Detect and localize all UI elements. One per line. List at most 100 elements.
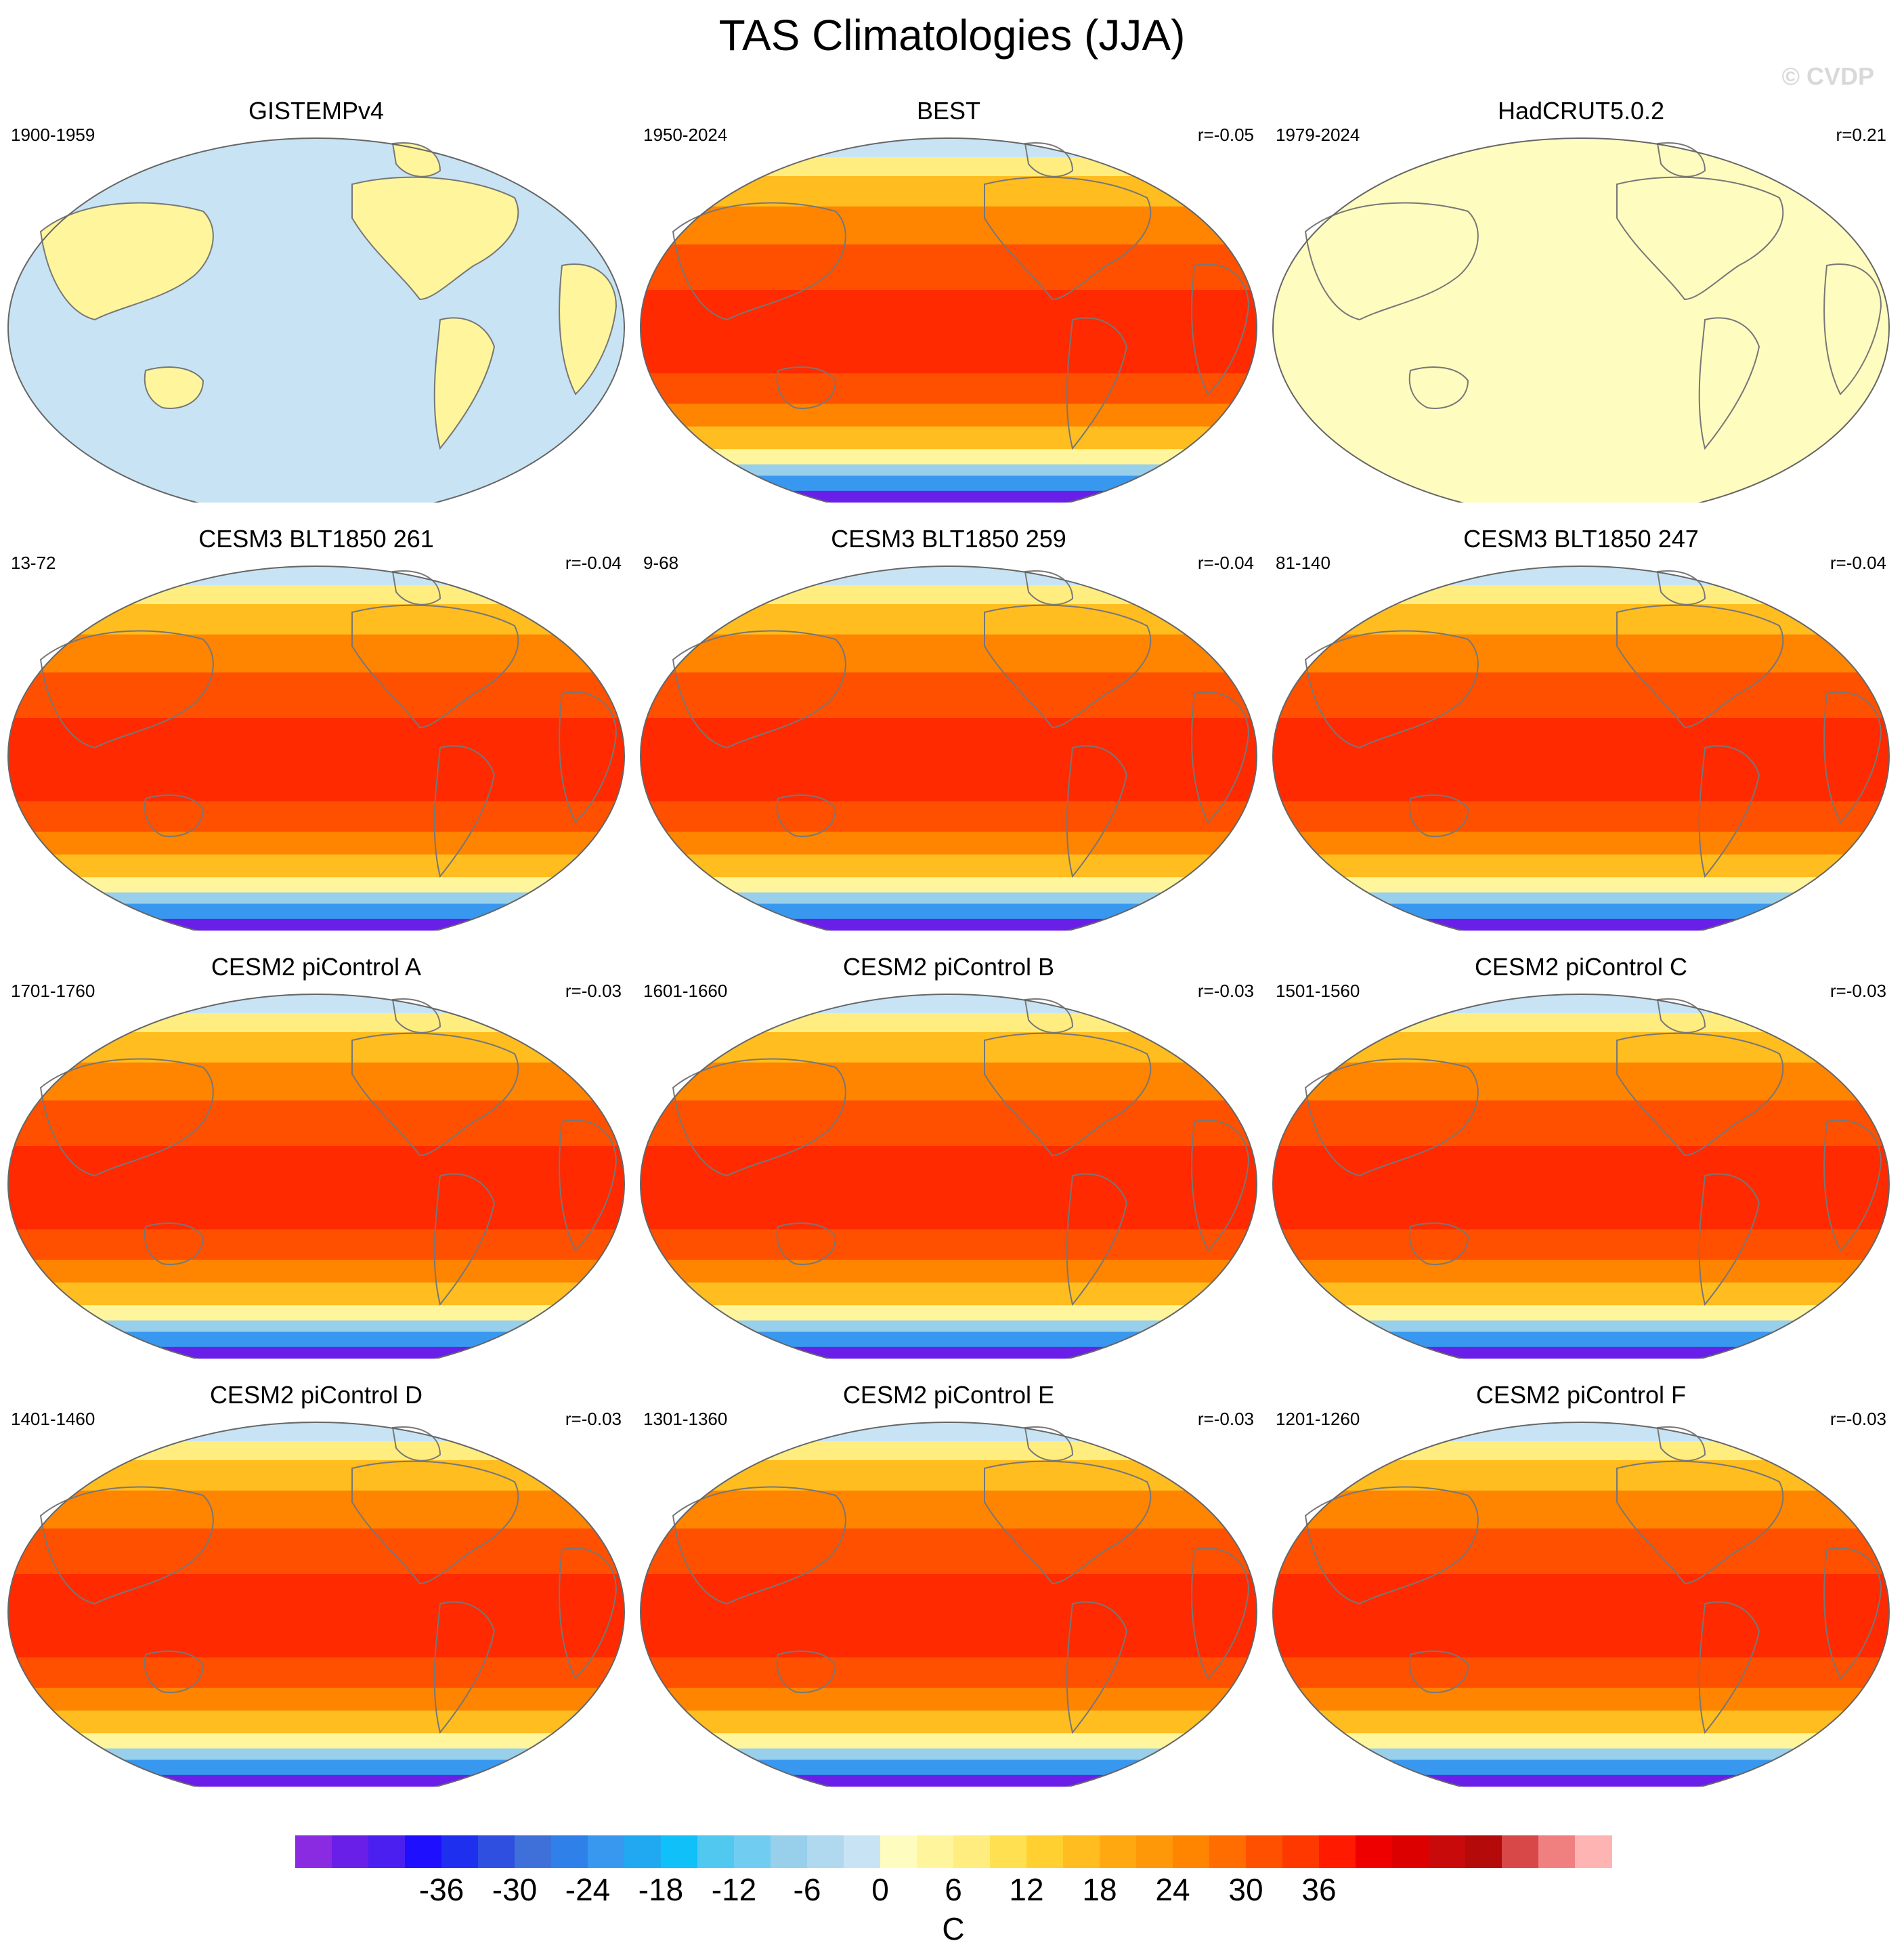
panel-period: 13-72 (11, 553, 56, 573)
temperature-band (1273, 1013, 1889, 1033)
colorbar-swatch (624, 1835, 662, 1868)
temperature-band (641, 1032, 1257, 1063)
panel-title: CESM3 BLT1850 259 (831, 525, 1066, 553)
panel-title: CESM2 piControl E (842, 1381, 1055, 1409)
coastline-shape (391, 570, 441, 605)
temperature-map (640, 994, 1257, 1359)
colorbar-tick-label: -12 (711, 1872, 757, 1907)
coastline-shape (672, 1058, 846, 1177)
map-panel: CESM3 BLT1850 261 13-72 r=-0.04 (0, 524, 632, 931)
panel-title: BEST (916, 97, 981, 125)
colorbar-swatch (734, 1835, 771, 1868)
panel-pattern-correlation: r=-0.03 (1197, 981, 1254, 1001)
coastline-shape (1698, 1173, 1760, 1306)
map-border (1272, 994, 1890, 1359)
temperature-band (641, 1441, 1257, 1461)
coastline-shape (1191, 263, 1250, 396)
temperature-band (8, 918, 624, 931)
temperature-band (8, 1229, 624, 1260)
colorbar-swatch (551, 1835, 588, 1868)
coastline-shape (984, 1460, 1152, 1585)
map-panel: CESM2 piControl F 1201-1260 r=-0.03 (1265, 1380, 1897, 1787)
temperature-band (1273, 1490, 1889, 1529)
temperature-band (1273, 1760, 1889, 1776)
temperature-map (640, 566, 1257, 931)
temperature-band (1273, 903, 1889, 920)
temperature-band (641, 1320, 1257, 1333)
coastline-shape (144, 366, 204, 409)
temperature-band (1273, 1733, 1889, 1749)
coastline-shape (1823, 1120, 1882, 1252)
coastline-shape (39, 1058, 214, 1177)
coastline-shape (1066, 1173, 1128, 1306)
temperature-band (1273, 1331, 1889, 1348)
temperature-band (8, 801, 624, 832)
temperature-band (8, 1260, 624, 1283)
panel-period: 1401-1460 (11, 1409, 95, 1429)
coastline-shape (1408, 1650, 1469, 1693)
coastline-shape (1698, 317, 1760, 450)
temperature-band (1273, 1441, 1889, 1461)
map-border (640, 137, 1257, 503)
temperature-band (8, 1305, 624, 1321)
map-border (640, 994, 1257, 1359)
map-panel: BEST 1950-2024 r=-0.05 (632, 96, 1265, 503)
panel-title: HadCRUT5.0.2 (1497, 97, 1665, 125)
coastline-shape (672, 202, 846, 321)
coastline-shape (1656, 998, 1706, 1034)
map-panel: CESM2 piControl C 1501-1560 r=-0.03 (1265, 952, 1897, 1359)
temperature-band (641, 1710, 1257, 1734)
colorbar-swatch (1209, 1835, 1247, 1868)
coastline-shape (1066, 317, 1128, 450)
temperature-band (8, 1657, 624, 1688)
temperature-band (641, 157, 1257, 177)
map-border (640, 566, 1257, 931)
temperature-band (641, 1490, 1257, 1529)
map-panel: CESM2 piControl D 1401-1460 r=-0.03 (0, 1380, 632, 1787)
temperature-band (641, 801, 1257, 832)
coastline-shape (776, 794, 837, 837)
coastline-shape (144, 1650, 204, 1693)
coastline-shape (1191, 1548, 1250, 1680)
temperature-band (641, 604, 1257, 635)
panel-period: 1201-1260 (1276, 1409, 1360, 1429)
temperature-band (8, 1748, 624, 1761)
temperature-map (1272, 566, 1890, 931)
temperature-map (640, 1422, 1257, 1787)
coastline-shape (1191, 1120, 1250, 1252)
coastline-shape (1616, 604, 1784, 729)
coastline-shape (1616, 176, 1784, 301)
temperature-band (1273, 634, 1889, 673)
temperature-band (1273, 1062, 1889, 1101)
map-border (1272, 1422, 1890, 1787)
colorbar-swatch (478, 1835, 515, 1868)
coastline-shape (1656, 1426, 1706, 1462)
colorbar-swatch (990, 1835, 1027, 1868)
temperature-band (641, 892, 1257, 905)
colorbar-swatch (807, 1835, 844, 1868)
temperature-map (7, 1422, 625, 1787)
map-panel: CESM2 piControl B 1601-1660 r=-0.03 (632, 952, 1265, 1359)
temperature-band (8, 138, 624, 503)
coastline-shape (776, 1650, 837, 1693)
colorbar-swatch (1356, 1835, 1393, 1868)
coastline-shape (433, 1601, 496, 1734)
temperature-band (8, 1346, 624, 1359)
temperature-band (8, 1688, 624, 1711)
temperature-band (641, 585, 1257, 605)
panel-period: 1601-1660 (643, 981, 728, 1001)
coastline-shape (1823, 691, 1882, 824)
coastline-shape (351, 604, 519, 729)
temperature-band (1273, 138, 1889, 503)
map-border (640, 1422, 1257, 1787)
colorbar-swatch (368, 1835, 406, 1868)
map-border (7, 137, 625, 503)
temperature-band (1273, 1320, 1889, 1333)
temperature-band (641, 1100, 1257, 1147)
temperature-band (1273, 1305, 1889, 1321)
temperature-band (641, 1657, 1257, 1688)
temperature-band (641, 1229, 1257, 1260)
map-panel: CESM3 BLT1850 247 81-140 r=-0.04 (1265, 524, 1897, 931)
temperature-band (8, 585, 624, 605)
colorbar-swatch (771, 1835, 808, 1868)
